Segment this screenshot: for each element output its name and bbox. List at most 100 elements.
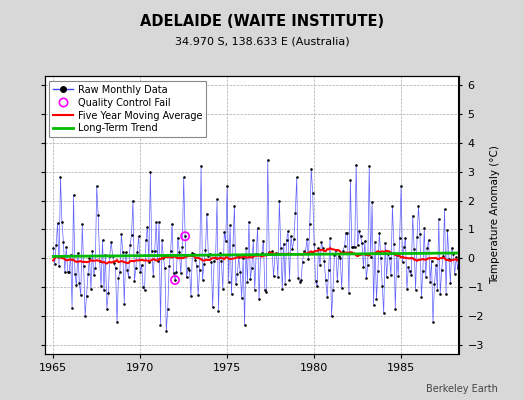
- Point: [77, 292, 85, 298]
- Point: [149, 273, 157, 279]
- Point: [352, 161, 361, 168]
- Point: [201, 247, 210, 253]
- Point: [403, 286, 411, 292]
- Point: [252, 251, 260, 257]
- Point: [339, 248, 347, 254]
- Point: [438, 267, 446, 273]
- Point: [272, 249, 281, 256]
- Point: [200, 261, 208, 267]
- Point: [163, 306, 172, 312]
- Point: [50, 261, 59, 267]
- Point: [173, 234, 182, 241]
- Point: [175, 249, 183, 255]
- Point: [439, 253, 447, 259]
- Point: [410, 246, 418, 252]
- Point: [284, 228, 292, 234]
- Point: [226, 222, 234, 228]
- Point: [323, 294, 331, 300]
- Point: [351, 244, 359, 250]
- Point: [262, 289, 270, 296]
- Point: [59, 238, 68, 245]
- Point: [248, 264, 256, 271]
- Point: [65, 269, 73, 275]
- Point: [58, 218, 66, 225]
- Point: [292, 174, 301, 180]
- Point: [62, 244, 70, 250]
- Point: [229, 242, 237, 249]
- Point: [387, 272, 395, 278]
- Point: [298, 258, 307, 265]
- Point: [322, 277, 330, 284]
- Point: [85, 254, 94, 261]
- Point: [310, 241, 318, 247]
- Point: [90, 272, 98, 278]
- Text: 34.970 S, 138.633 E (Australia): 34.970 S, 138.633 E (Australia): [174, 37, 350, 47]
- Point: [140, 286, 149, 293]
- Point: [74, 250, 82, 256]
- Point: [398, 259, 407, 265]
- Point: [407, 272, 416, 278]
- Point: [443, 227, 452, 234]
- Point: [227, 291, 236, 298]
- Point: [213, 196, 221, 202]
- Point: [343, 230, 352, 237]
- Point: [209, 304, 217, 310]
- Point: [133, 249, 141, 255]
- Point: [185, 266, 194, 273]
- Point: [230, 203, 238, 209]
- Point: [297, 276, 305, 283]
- Point: [442, 291, 450, 298]
- Point: [107, 239, 115, 246]
- Point: [250, 287, 259, 293]
- Point: [94, 212, 102, 218]
- Point: [158, 237, 166, 243]
- Point: [281, 280, 289, 287]
- Point: [204, 252, 213, 259]
- Point: [316, 262, 324, 268]
- Point: [139, 284, 147, 291]
- Point: [124, 274, 133, 280]
- Point: [243, 279, 252, 286]
- Point: [309, 190, 317, 196]
- Point: [53, 220, 62, 226]
- Point: [130, 278, 138, 284]
- Point: [132, 265, 140, 271]
- Point: [152, 219, 160, 226]
- Point: [246, 276, 255, 282]
- Point: [372, 296, 380, 302]
- Point: [385, 255, 394, 261]
- Point: [291, 210, 300, 216]
- Point: [268, 248, 276, 254]
- Point: [430, 281, 439, 288]
- Point: [296, 278, 304, 285]
- Point: [145, 259, 153, 265]
- Point: [384, 251, 392, 257]
- Point: [93, 183, 101, 189]
- Point: [434, 216, 443, 222]
- Text: ADELAIDE (WAITE INSTITUTE): ADELAIDE (WAITE INSTITUTE): [140, 14, 384, 29]
- Point: [330, 252, 339, 258]
- Point: [68, 304, 77, 311]
- Point: [101, 252, 110, 258]
- Point: [165, 262, 173, 269]
- Point: [224, 279, 233, 286]
- Point: [326, 235, 334, 242]
- Point: [455, 253, 463, 259]
- Point: [426, 279, 434, 285]
- Point: [452, 254, 461, 260]
- Point: [217, 258, 225, 264]
- Point: [417, 293, 425, 300]
- Point: [239, 255, 247, 261]
- Point: [63, 269, 72, 275]
- Point: [274, 274, 282, 280]
- Point: [433, 286, 442, 293]
- Point: [414, 203, 423, 210]
- Point: [114, 275, 123, 281]
- Point: [126, 242, 134, 248]
- Point: [242, 245, 250, 251]
- Point: [349, 244, 357, 250]
- Point: [207, 259, 215, 265]
- Point: [197, 162, 205, 169]
- Point: [256, 252, 265, 258]
- Point: [369, 302, 378, 308]
